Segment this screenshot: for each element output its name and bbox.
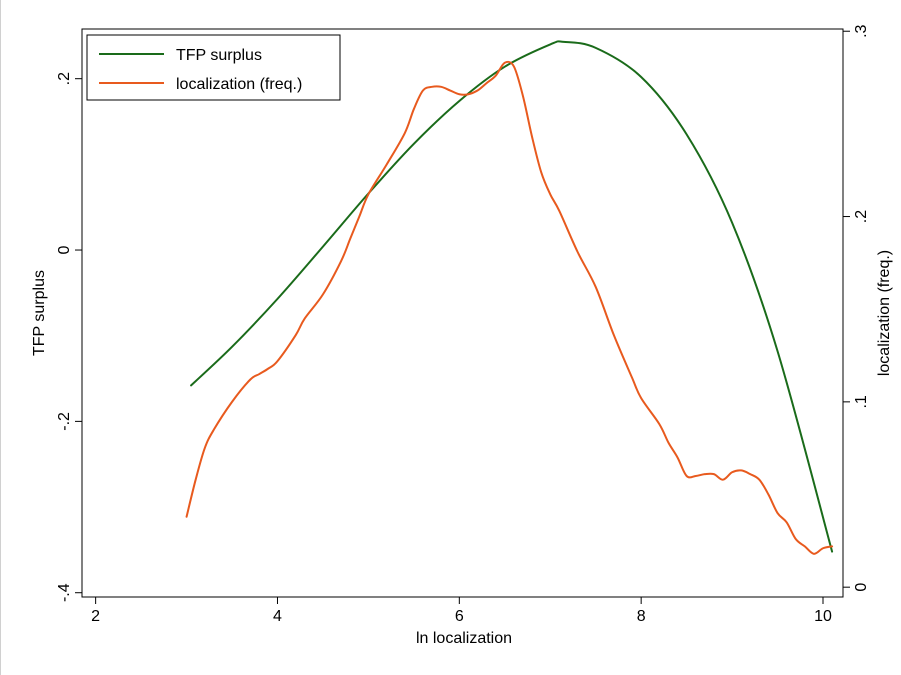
x-tick-label: 6: [455, 608, 464, 625]
x-axis-title: ln localization: [416, 630, 512, 647]
series-layer: [185, 40, 834, 555]
x-tick-label: 2: [91, 608, 100, 625]
x-tick-label: 8: [637, 608, 646, 625]
y-axis-left-title: TFP surplus: [31, 270, 48, 356]
x-tick-label: 10: [814, 608, 832, 625]
y-left-tick-label: 0: [56, 245, 73, 254]
legend-box: [86, 34, 341, 101]
series-line-tfp-surplus: [190, 40, 834, 553]
y-axis-right-title: localization (freq.): [876, 250, 893, 376]
legend-label-tfp-surplus: TFP surplus: [176, 47, 262, 64]
y-right-tick-label: .2: [853, 210, 870, 223]
legend: TFP surplus localization (freq.): [86, 34, 341, 101]
y-axis-right: 0 .1 .2 .3: [843, 24, 870, 592]
plot-frame: [81, 28, 844, 598]
plot-border: [81, 28, 844, 598]
y-left-tick-label: -.2: [56, 412, 73, 431]
y-right-tick-label: 0: [853, 583, 870, 592]
y-right-tick-label: .1: [853, 395, 870, 408]
x-axis: 2 4 6 8 10: [91, 597, 832, 625]
x-tick-label: 4: [273, 608, 282, 625]
y-right-tick-label: .3: [853, 24, 870, 37]
y-left-tick-label: -.4: [56, 583, 73, 602]
y-left-tick-label: .2: [56, 72, 73, 85]
legend-label-localization-freq: localization (freq.): [176, 76, 302, 93]
y-axis-left: -.4 -.2 0 .2: [56, 72, 82, 602]
series-line-localization-freq: [185, 60, 834, 555]
